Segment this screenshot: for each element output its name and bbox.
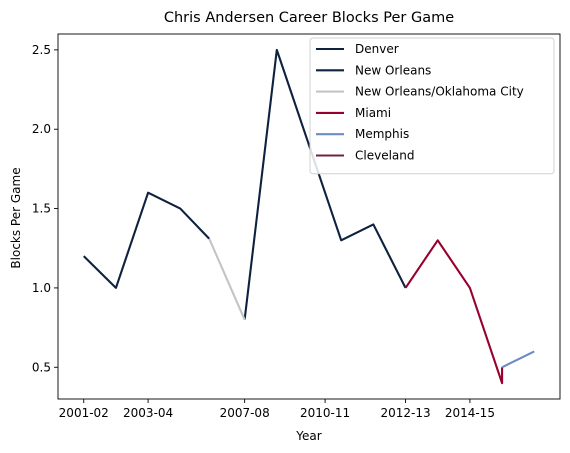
x-tick-label: 2012-13: [380, 406, 430, 420]
legend-box: [309, 37, 555, 175]
series-line-new-orleans-oklahoma-city: [208, 238, 246, 321]
series-line-new-orleans: [243, 48, 407, 320]
legend-label: Miami: [355, 106, 391, 120]
y-tick-label: 2.0: [32, 122, 51, 136]
axes: 2001-02 2003-04 2007-08 2010-11 2012-13 2014-…: [32, 33, 561, 420]
series-line-miami: [404, 239, 504, 385]
axes-frame: [57, 33, 561, 400]
y-tick-label: 1.0: [32, 281, 51, 295]
y-tick-label: 1.5: [32, 202, 51, 216]
legend-label: Memphis: [355, 127, 409, 141]
legend-label: New Orleans/Oklahoma City: [355, 85, 524, 99]
x-tick-label: 2014-15: [445, 406, 495, 420]
series-layer: [83, 48, 535, 385]
legend-label: Cleveland: [355, 149, 415, 163]
x-tick-label: 2007-08: [220, 406, 270, 420]
series-line-denver: [83, 191, 210, 289]
legend-label: New Orleans: [355, 63, 431, 77]
y-tick-label: 2.5: [32, 43, 51, 57]
legend-label: Denver: [355, 42, 399, 56]
x-axis-title: Year: [295, 429, 321, 443]
chart-title: Chris Andersen Career Blocks Per Game: [164, 10, 454, 26]
x-tick-label: 2003-04: [123, 406, 173, 420]
x-tick-label: 2001-02: [59, 406, 109, 420]
x-tick-label: 2010-11: [300, 406, 350, 420]
y-axis-title: Blocks Per Game: [9, 167, 23, 268]
y-tick-label: 0.5: [32, 360, 51, 374]
series-line-memphis: [501, 350, 535, 369]
legend: Denver New Orleans New Orleans/Oklahoma Ci…: [309, 37, 555, 175]
